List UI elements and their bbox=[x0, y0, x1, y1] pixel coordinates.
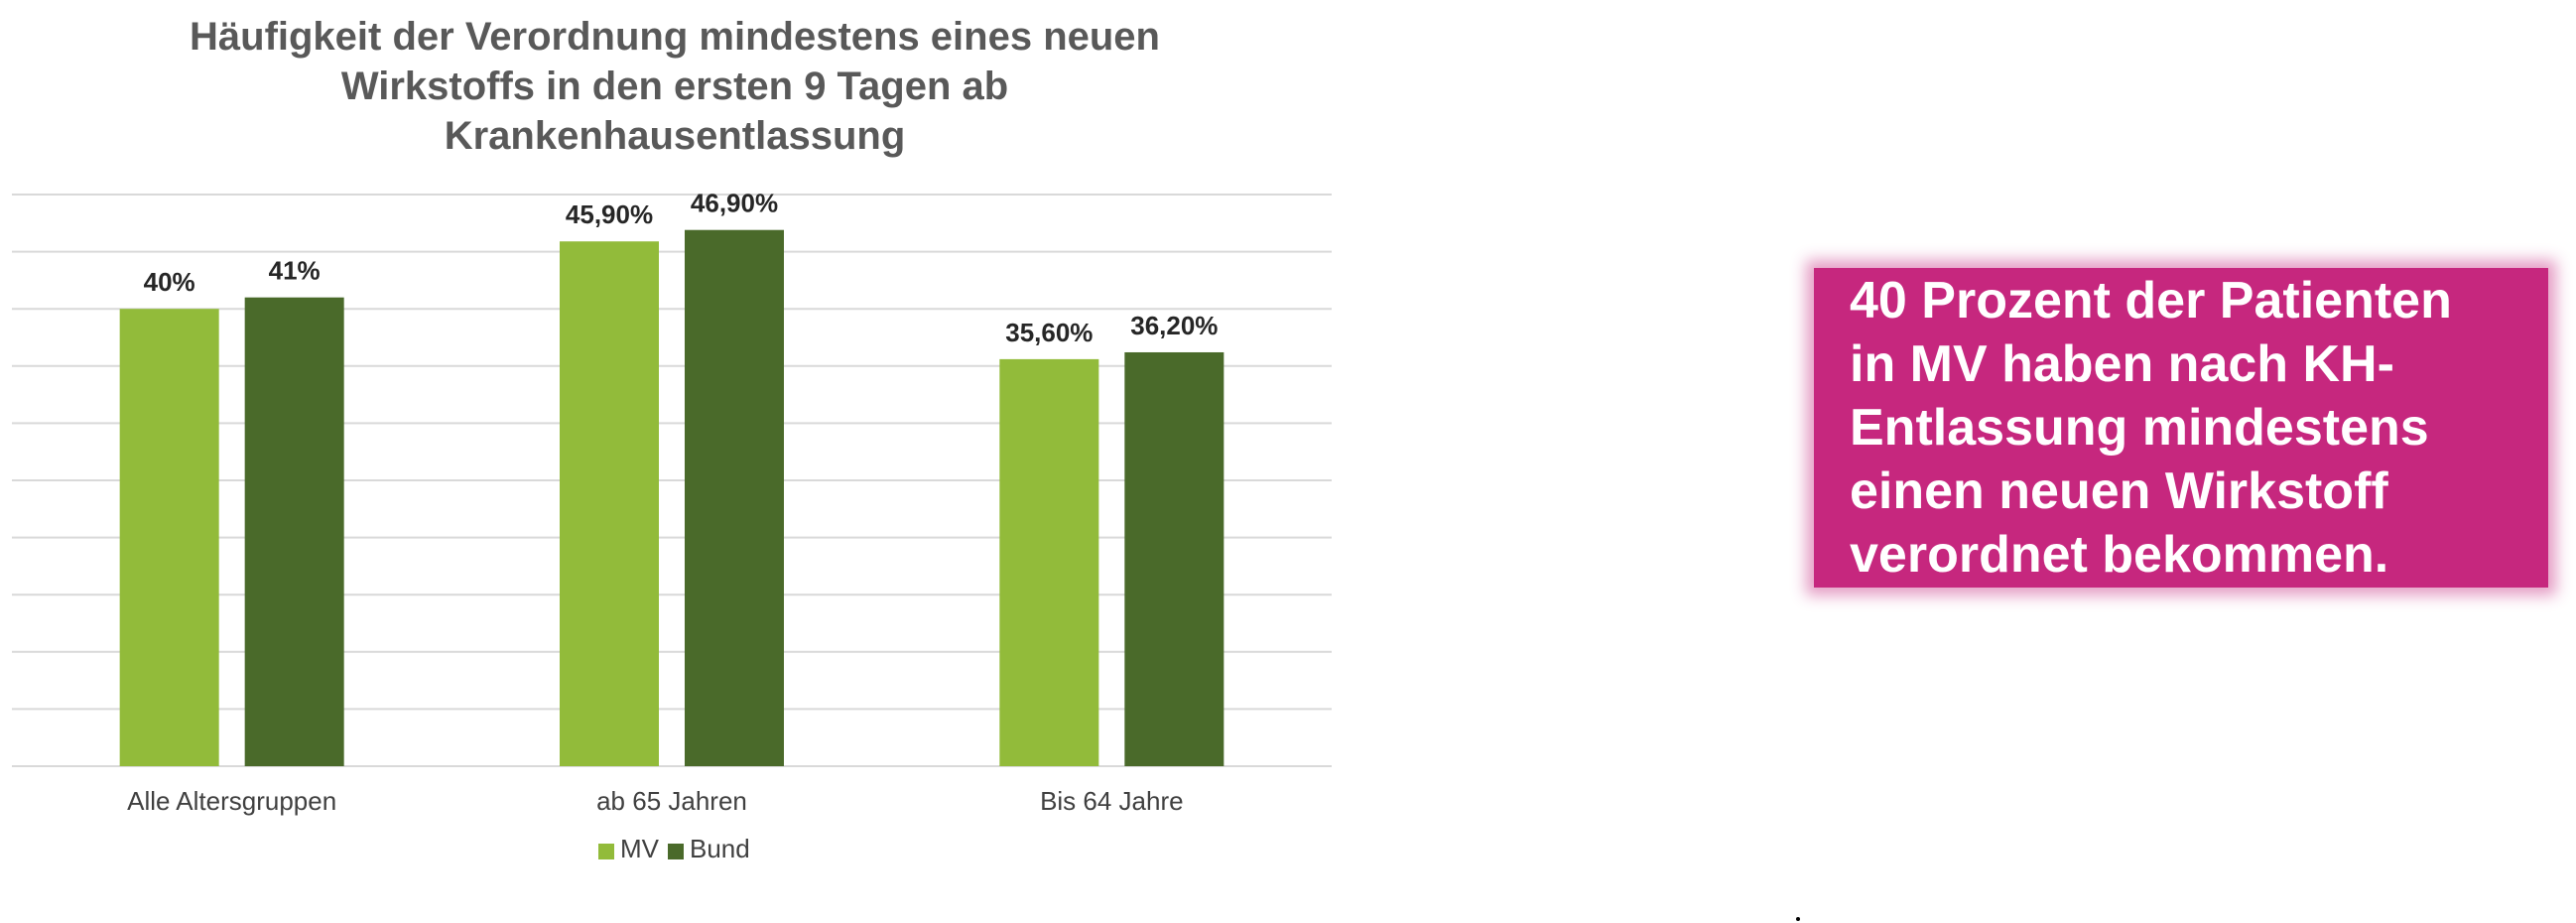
legend-swatch-mv bbox=[598, 844, 614, 859]
data-label-bund-3: 36,20% bbox=[1130, 311, 1218, 340]
chart-title-line-3: Krankenhausentlassung bbox=[444, 114, 906, 158]
bar-bund-2 bbox=[685, 229, 784, 766]
legend-swatch-bund bbox=[668, 844, 684, 859]
bar-chart: 40% 41% Alle Altersgruppen 45,90% 46,90% ab 6… bbox=[12, 189, 1332, 863]
category-label-3: Bis 64 Jahre bbox=[1040, 786, 1184, 816]
callout-line-3: Entlassung mindestens bbox=[1850, 399, 2429, 457]
category-label-2: ab 65 Jahren bbox=[596, 786, 747, 816]
bar-bund-3 bbox=[1124, 351, 1224, 766]
chart-title-line-1: Häufigkeit der Verordnung mindestens ein… bbox=[190, 15, 1160, 59]
data-label-bund-2: 46,90% bbox=[691, 189, 778, 218]
chart-title: Häufigkeit der Verordnung mindestens ein… bbox=[129, 12, 1221, 161]
bar-mv-1 bbox=[119, 309, 219, 766]
stray-dot bbox=[1796, 917, 1800, 921]
bar-mv-3 bbox=[999, 358, 1099, 766]
bar-mv-2 bbox=[560, 241, 659, 766]
callout-line-1: 40 Prozent der Patienten bbox=[1850, 272, 2452, 330]
data-label-mv-3: 35,60% bbox=[1005, 318, 1093, 347]
callout-line-4: einen neuen Wirkstoff bbox=[1850, 462, 2388, 520]
bar-bund-1 bbox=[244, 297, 344, 766]
callout-text: 40 Prozent der Patienten in MV haben nac… bbox=[1850, 269, 2452, 587]
data-label-bund-1: 41% bbox=[269, 256, 321, 286]
legend-label-mv: MV bbox=[620, 834, 660, 863]
data-label-mv-2: 45,90% bbox=[566, 199, 653, 229]
callout-line-2: in MV haben nach KH- bbox=[1850, 335, 2394, 393]
chart-title-line-2: Wirkstoffs in den ersten 9 Tagen ab bbox=[340, 65, 1009, 108]
callout-box: 40 Prozent der Patienten in MV haben nac… bbox=[1814, 268, 2548, 588]
category-label-1: Alle Altersgruppen bbox=[127, 786, 336, 816]
legend-label-bund: Bund bbox=[690, 834, 750, 863]
callout-line-5: verordnet bekommen. bbox=[1850, 526, 2389, 584]
data-label-mv-1: 40% bbox=[144, 267, 195, 297]
